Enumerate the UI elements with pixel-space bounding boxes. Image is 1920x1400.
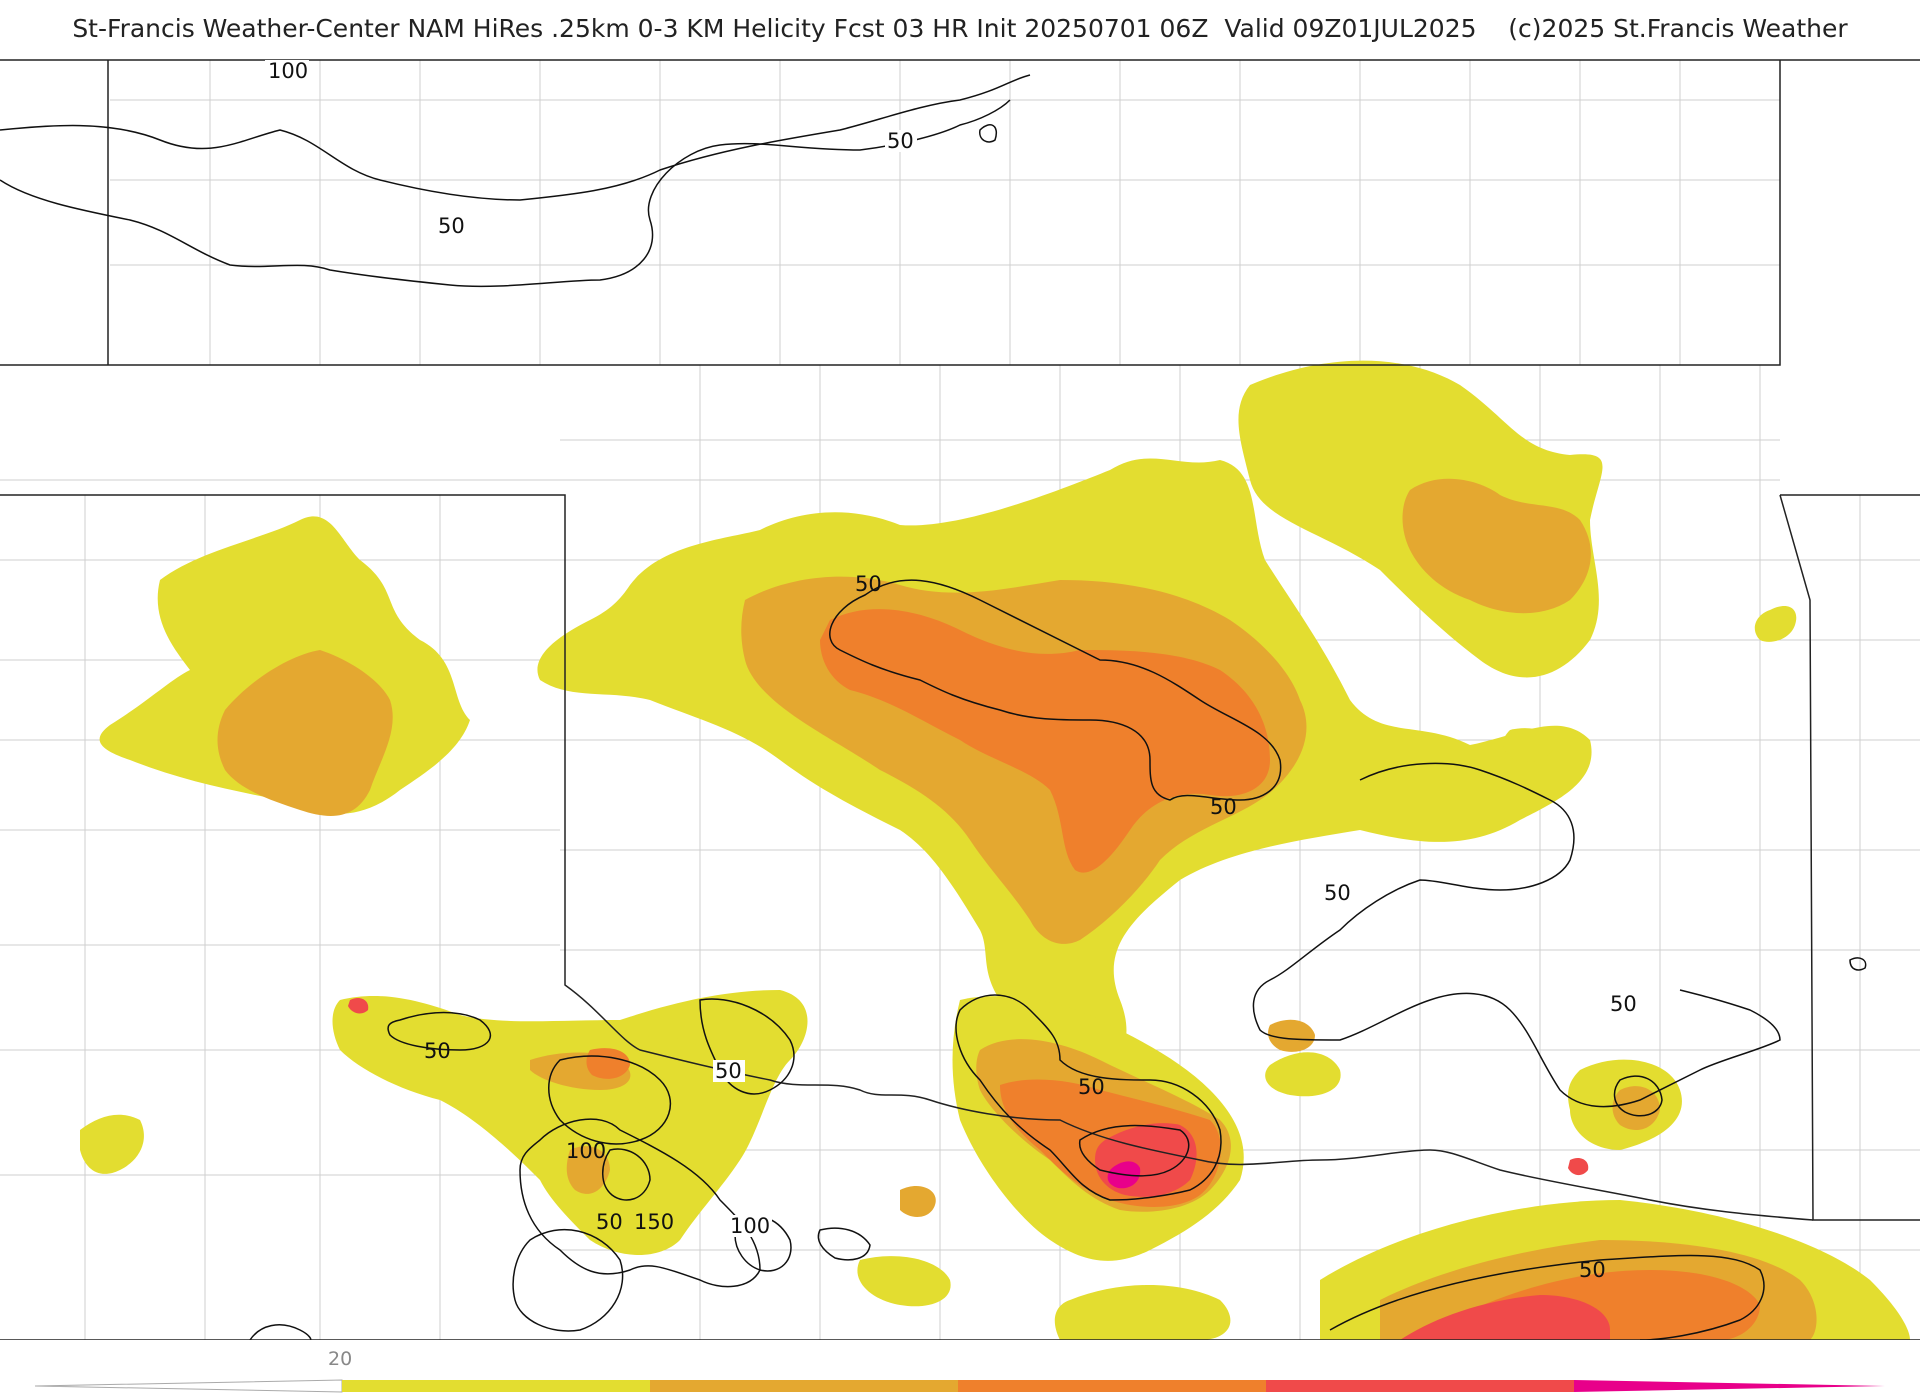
- contour-label: 50: [1610, 992, 1637, 1016]
- contour-label: 50: [438, 214, 465, 238]
- contour-label: 100: [566, 1139, 606, 1163]
- contour-label: 150: [634, 1210, 674, 1234]
- contour-label: 50: [1210, 795, 1237, 819]
- map-title: St-Francis Weather-Center NAM HiRes .25k…: [72, 14, 1848, 43]
- colorbar-tick-label: 20: [328, 1348, 352, 1370]
- helicity-map: 100 50 50 50 50 50 50 50 50 100 50 150 1…: [0, 59, 1920, 1340]
- colorbar-segment: [958, 1380, 1266, 1392]
- contour-label: 50: [1324, 881, 1351, 905]
- colorbar-segment: [1266, 1380, 1574, 1392]
- contour-label: 50: [887, 129, 914, 153]
- contour-labels: 100 50 50 50 50 50 50 50 50 100 50 150 1…: [265, 59, 1640, 1282]
- colorbar-segment: [650, 1380, 958, 1392]
- contour-label: 50: [855, 572, 882, 596]
- colorbar: 20: [34, 1348, 1885, 1393]
- contour-label: 50: [1579, 1258, 1606, 1282]
- colorbar-segment: [342, 1380, 650, 1392]
- contour-label: 100: [268, 59, 308, 83]
- contour-label: 50: [424, 1039, 451, 1063]
- colorbar-overflow-triangle: [1574, 1380, 1885, 1392]
- colorbar-underflow-triangle: [34, 1379, 343, 1393]
- contour-label: 50: [596, 1210, 623, 1234]
- contour-label: 50: [1078, 1075, 1105, 1099]
- contour-label: 100: [730, 1214, 770, 1238]
- helicity-contours: [0, 74, 1867, 1340]
- contour-label: 50: [715, 1059, 742, 1083]
